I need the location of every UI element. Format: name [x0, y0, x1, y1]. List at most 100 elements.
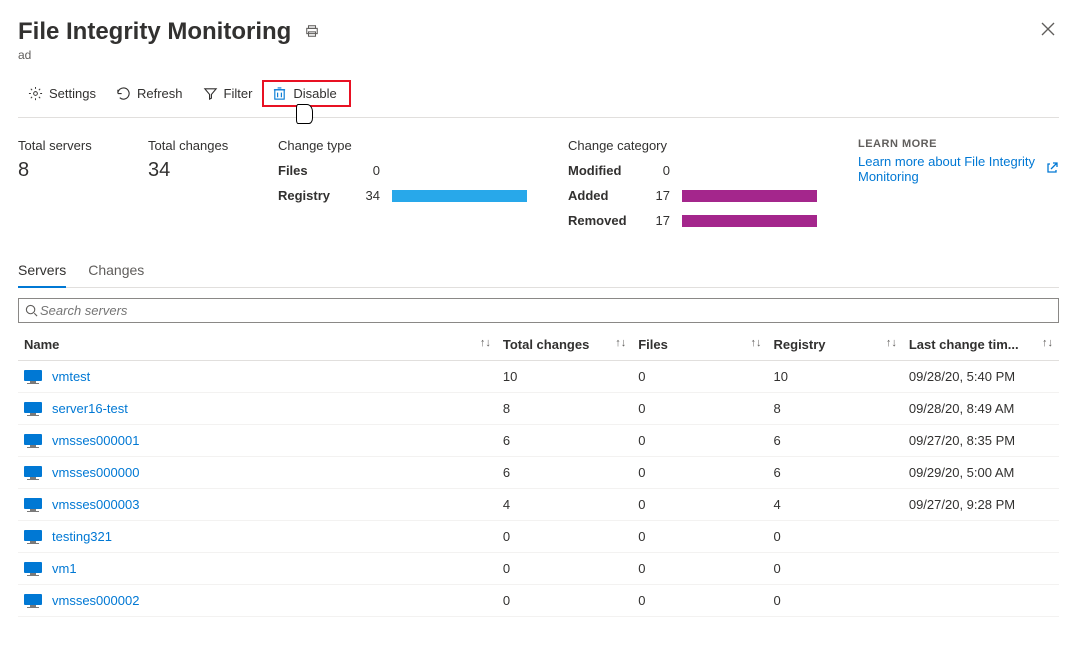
added-bar	[682, 190, 817, 202]
table-row: vmtest1001009/28/20, 5:40 PM	[18, 361, 1059, 393]
table-row: testing321000	[18, 521, 1059, 553]
table-row: vmsses00000060609/29/20, 5:00 AM	[18, 457, 1059, 489]
cell-total-changes: 10	[497, 361, 632, 393]
registry-bar	[392, 190, 527, 202]
sort-icon: ↑↓	[615, 337, 626, 349]
cell-registry: 10	[768, 361, 903, 393]
cell-files: 0	[632, 585, 767, 617]
server-link[interactable]: vmsses000002	[52, 593, 139, 608]
table-row: vmsses00000340409/27/20, 9:28 PM	[18, 489, 1059, 521]
settings-button[interactable]: Settings	[18, 82, 106, 105]
tab-servers[interactable]: Servers	[18, 256, 66, 288]
total-changes-value: 34	[148, 159, 238, 182]
cell-registry: 6	[768, 425, 903, 457]
cell-files: 0	[632, 361, 767, 393]
server-link[interactable]: server16-test	[52, 401, 128, 416]
learn-more-link[interactable]: Learn more about File Integrity Monitori…	[858, 154, 1059, 184]
vm-icon	[24, 562, 42, 576]
col-total-changes[interactable]: Total changes↑↓	[497, 329, 632, 361]
modified-label: Modified	[568, 163, 638, 178]
change-type-label: Change type	[278, 138, 528, 153]
modified-value: 0	[650, 163, 670, 178]
registry-label: Registry	[278, 188, 348, 203]
cell-files: 0	[632, 489, 767, 521]
table-row: vmsses00000160609/27/20, 8:35 PM	[18, 425, 1059, 457]
refresh-label: Refresh	[137, 86, 183, 101]
close-icon[interactable]	[1037, 18, 1059, 45]
servers-table: Name↑↓ Total changes↑↓ Files↑↓ Registry↑…	[18, 329, 1059, 617]
disable-label: Disable	[293, 86, 336, 101]
sort-icon: ↑↓	[886, 337, 897, 349]
refresh-button[interactable]: Refresh	[106, 82, 193, 105]
cell-registry: 0	[768, 553, 903, 585]
cell-registry: 0	[768, 585, 903, 617]
server-link[interactable]: vmsses000001	[52, 433, 139, 448]
table-row: vmsses000002000	[18, 585, 1059, 617]
subtitle: ad	[18, 48, 319, 62]
cell-total-changes: 0	[497, 553, 632, 585]
server-link[interactable]: testing321	[52, 529, 112, 544]
filter-button[interactable]: Filter	[193, 82, 263, 105]
cell-files: 0	[632, 393, 767, 425]
learn-more-title: LEARN MORE	[858, 138, 1059, 150]
files-value: 0	[360, 163, 380, 178]
vm-icon	[24, 402, 42, 416]
col-last-change[interactable]: Last change tim...↑↓	[903, 329, 1059, 361]
vm-icon	[24, 466, 42, 480]
vm-icon	[24, 434, 42, 448]
cell-registry: 4	[768, 489, 903, 521]
cell-last-change: 09/28/20, 8:49 AM	[903, 393, 1059, 425]
search-box[interactable]	[18, 298, 1059, 323]
server-link[interactable]: vmsses000000	[52, 465, 139, 480]
col-files[interactable]: Files↑↓	[632, 329, 767, 361]
cell-total-changes: 0	[497, 585, 632, 617]
cell-registry: 0	[768, 521, 903, 553]
print-icon[interactable]	[305, 24, 319, 41]
sort-icon: ↑↓	[480, 337, 491, 349]
cell-total-changes: 8	[497, 393, 632, 425]
learn-more-text: Learn more about File Integrity Monitori…	[858, 154, 1039, 184]
total-servers-value: 8	[18, 159, 108, 182]
sort-icon: ↑↓	[751, 337, 762, 349]
added-label: Added	[568, 188, 638, 203]
cell-total-changes: 4	[497, 489, 632, 521]
table-row: vm1000	[18, 553, 1059, 585]
tab-changes[interactable]: Changes	[88, 256, 144, 287]
total-servers-label: Total servers	[18, 138, 108, 153]
removed-bar	[682, 215, 817, 227]
vm-icon	[24, 530, 42, 544]
change-category-label: Change category	[568, 138, 818, 153]
filter-label: Filter	[224, 86, 253, 101]
sort-icon: ↑↓	[1042, 337, 1053, 349]
cell-files: 0	[632, 553, 767, 585]
cell-files: 0	[632, 521, 767, 553]
cell-registry: 8	[768, 393, 903, 425]
server-link[interactable]: vm1	[52, 561, 77, 576]
removed-value: 17	[650, 213, 670, 228]
search-input[interactable]	[38, 302, 1052, 319]
total-changes-label: Total changes	[148, 138, 238, 153]
table-row: server16-test80809/28/20, 8:49 AM	[18, 393, 1059, 425]
cell-last-change	[903, 521, 1059, 553]
removed-label: Removed	[568, 213, 638, 228]
cell-last-change: 09/27/20, 9:28 PM	[903, 489, 1059, 521]
col-name[interactable]: Name↑↓	[18, 329, 497, 361]
cell-total-changes: 6	[497, 425, 632, 457]
col-registry[interactable]: Registry↑↓	[768, 329, 903, 361]
cell-files: 0	[632, 457, 767, 489]
files-label: Files	[278, 163, 348, 178]
registry-value: 34	[360, 188, 380, 203]
server-link[interactable]: vmsses000003	[52, 497, 139, 512]
vm-icon	[24, 498, 42, 512]
cell-last-change	[903, 553, 1059, 585]
search-icon	[25, 304, 38, 317]
cell-last-change: 09/27/20, 8:35 PM	[903, 425, 1059, 457]
toolbar: Settings Refresh Filter Disable	[18, 80, 1059, 118]
tabs: Servers Changes	[18, 256, 1059, 288]
server-link[interactable]: vmtest	[52, 369, 90, 384]
cell-last-change: 09/29/20, 5:00 AM	[903, 457, 1059, 489]
disable-button[interactable]: Disable	[262, 80, 350, 107]
cell-files: 0	[632, 425, 767, 457]
settings-label: Settings	[49, 86, 96, 101]
cell-registry: 6	[768, 457, 903, 489]
